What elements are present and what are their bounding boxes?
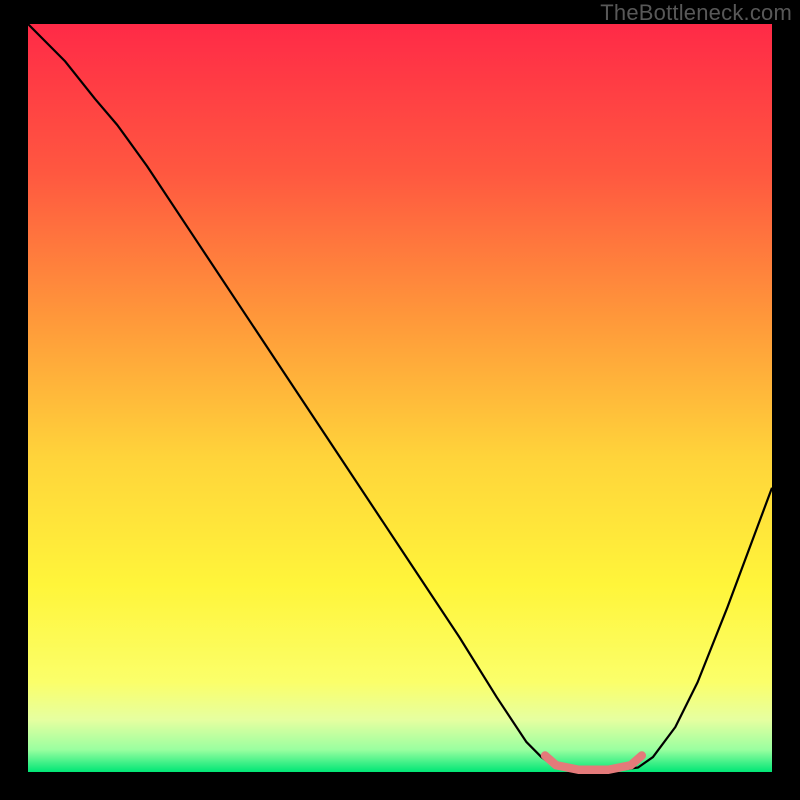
chart-svg: [0, 0, 800, 800]
bottleneck-chart: TheBottleneck.com: [0, 0, 800, 800]
plot-background: [28, 24, 772, 772]
